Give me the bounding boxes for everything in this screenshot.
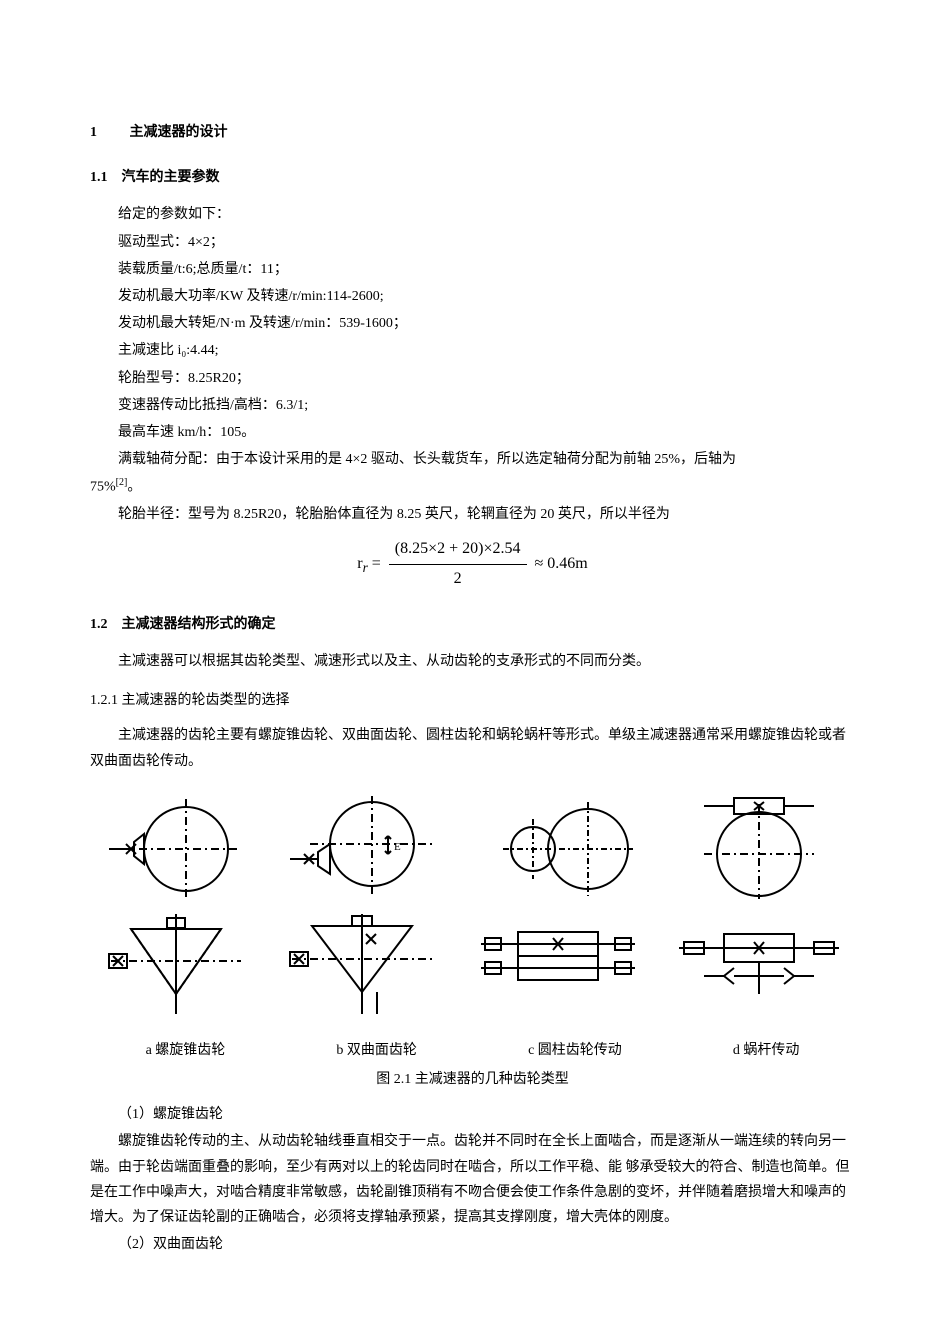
reference-marker: [2] (116, 477, 128, 488)
formula-tire-radius: rr = (8.25×2 + 20)×2.542 ≈ 0.46m (90, 535, 855, 594)
section-1-2-intro: 主减速器可以根据其齿轮类型、减速形式以及主、从动齿轮的支承形式的不同而分类。 (90, 649, 855, 674)
param-line: 发动机最大功率/KW 及转速/r/min:114-2600; (90, 284, 855, 309)
document-page: 1 主减速器的设计 1.1 汽车的主要参数 给定的参数如下： 驱动型式：4×2；… (0, 0, 945, 1299)
figure-c-bottom-icon (473, 914, 643, 994)
param-line: 发动机最大转矩/N·m 及转速/r/min：539-1600； (90, 311, 855, 336)
type1-body: 螺旋锥齿轮传动的主、从动齿轮轴线垂直相交于一点。齿轮并不同时在全长上面啮合，而是… (90, 1129, 855, 1230)
formula-eq: = (368, 555, 385, 572)
figure-a-bottom-icon (101, 914, 251, 1024)
figure-d-bottom-icon (674, 914, 844, 1004)
svg-text:E: E (394, 841, 401, 853)
figure-label-d: d 蜗杆传动 (733, 1038, 800, 1063)
heading-1-1-title: 汽车的主要参数 (122, 170, 220, 185)
fraction-denominator: 2 (389, 565, 527, 594)
param-line: 最高车速 km/h：105。 (90, 420, 855, 445)
heading-1-2-1-num: 1.2.1 (90, 693, 118, 708)
param-line: 轮胎型号：8.25R20； (90, 366, 855, 391)
figure-a-column (101, 794, 251, 1024)
param-line: 变速器传动比抵挡/高档：6.3/1; (90, 393, 855, 418)
heading-1-2-title: 主减速器结构形式的确定 (122, 617, 276, 632)
formula-approx: ≈ 0.46m (531, 555, 588, 572)
figure-caption: 图 2.1 主减速器的几种齿轮类型 (90, 1067, 855, 1092)
heading-1-1: 1.1 汽车的主要参数 (90, 165, 855, 190)
tire-radius-text: 轮胎半径：型号为 8.25R20，轮胎胎体直径为 8.25 英尺，轮辋直径为 2… (90, 502, 855, 527)
type1-heading: （1）螺旋锥齿轮 (90, 1102, 855, 1127)
param-line: 装载质量/t:6;总质量/t：11； (90, 257, 855, 282)
figure-labels-row: a 螺旋锥齿轮 b 双曲面齿轮 c 圆柱齿轮传动 d 蜗杆传动 (90, 1038, 855, 1063)
heading-1-2-num: 1.2 (90, 612, 118, 637)
params-intro: 给定的参数如下： (90, 202, 855, 227)
figure-label-b: b 双曲面齿轮 (336, 1038, 417, 1063)
figure-d-column (674, 794, 844, 1004)
type2-heading: （2）双曲面齿轮 (90, 1232, 855, 1257)
section-1-2-1-intro: 主减速器的齿轮主要有螺旋锥齿轮、双曲面齿轮、圆柱齿轮和蜗轮蜗杆等形式。单级主减速… (90, 723, 855, 773)
fraction: (8.25×2 + 20)×2.542 (389, 535, 527, 594)
figure-c-column (473, 794, 643, 994)
heading-1-2-1: 1.2.1 主减速器的轮齿类型的选择 (90, 688, 855, 713)
period: 。 (127, 480, 141, 495)
heading-1-1-num: 1.1 (90, 165, 118, 190)
param-line: 主减速比 i₀:4.44; (90, 338, 855, 363)
figure-d-top-icon (684, 794, 834, 904)
figure-c-top-icon (478, 794, 638, 904)
heading-1-num: 1 (90, 120, 126, 145)
figure-2-1: E (90, 794, 855, 1024)
figure-a-top-icon (101, 794, 251, 904)
load-distribution-cont: 75%[2]。 (90, 474, 855, 500)
figure-b-top-icon: E (282, 794, 442, 904)
load-distribution: 满载轴荷分配：由于本设计采用的是 4×2 驱动、长头载货车，所以选定轴荷分配为前… (90, 447, 855, 472)
figure-label-c: c 圆柱齿轮传动 (528, 1038, 622, 1063)
figure-b-column: E (282, 794, 442, 1024)
heading-1: 1 主减速器的设计 (90, 120, 855, 145)
fraction-numerator: (8.25×2 + 20)×2.54 (389, 535, 527, 565)
heading-1-2-1-title: 主减速器的轮齿类型的选择 (122, 693, 290, 708)
figure-b-bottom-icon (282, 914, 442, 1024)
param-line: 驱动型式：4×2； (90, 230, 855, 255)
load-value: 75% (90, 480, 116, 495)
figure-label-a: a 螺旋锥齿轮 (146, 1038, 226, 1063)
heading-1-title: 主减速器的设计 (130, 125, 228, 140)
heading-1-2: 1.2 主减速器结构形式的确定 (90, 612, 855, 637)
